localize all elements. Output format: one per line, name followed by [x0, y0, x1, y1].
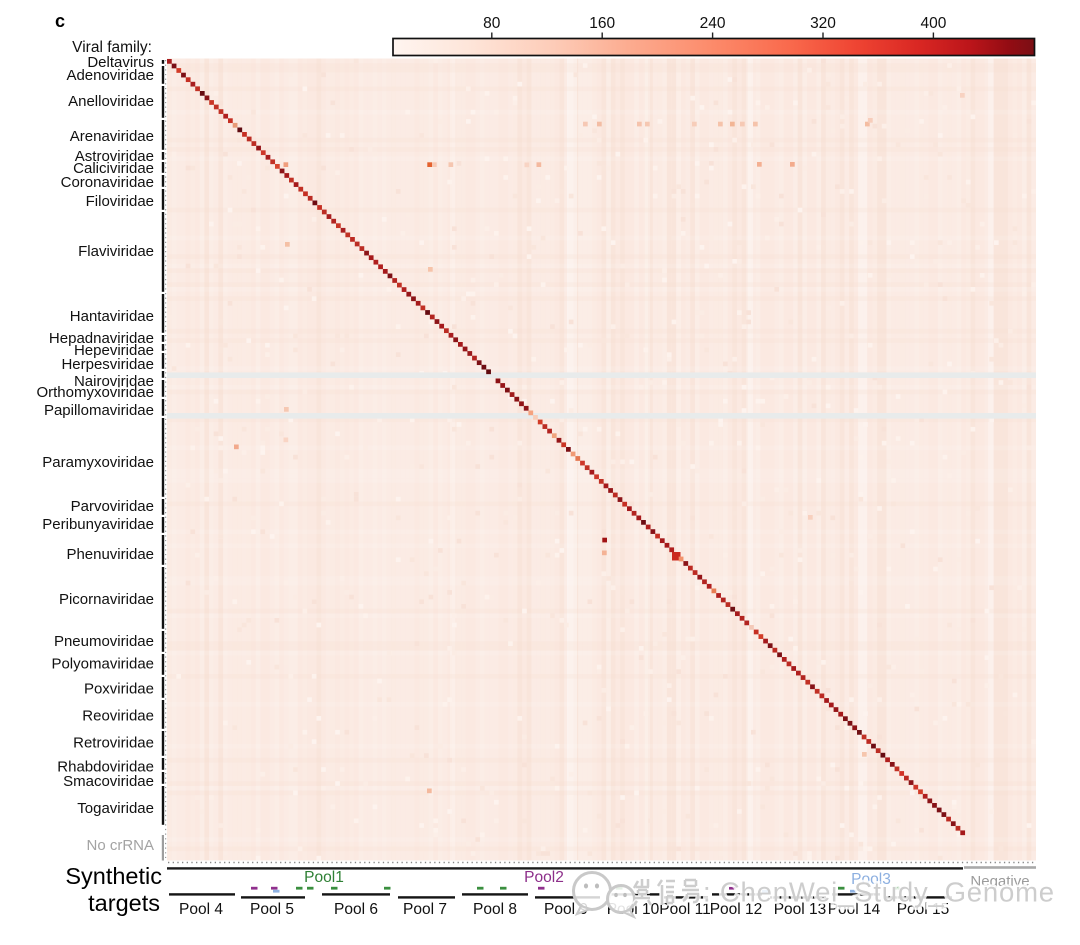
svg-text:Pool3: Pool3 [851, 871, 891, 888]
svg-text:160: 160 [589, 15, 615, 32]
svg-text:80: 80 [483, 15, 501, 32]
svg-text:Coronaviridae: Coronaviridae [61, 174, 154, 191]
svg-text:Astroviridae: Astroviridae [75, 148, 154, 165]
svg-text:Pool 8: Pool 8 [473, 901, 517, 918]
svg-text:Rhabdoviridae: Rhabdoviridae [57, 759, 154, 776]
svg-text:Herpesviridae: Herpesviridae [61, 356, 154, 373]
svg-text:Caliciviridae: Caliciviridae [73, 160, 154, 177]
svg-text:Peribunyaviridae: Peribunyaviridae [42, 516, 154, 533]
svg-text:Pneumoviridae: Pneumoviridae [54, 633, 154, 650]
svg-text:Pool 12: Pool 12 [710, 901, 763, 918]
svg-text:Hantaviridae: Hantaviridae [70, 308, 154, 325]
svg-text:Togaviridae: Togaviridae [77, 800, 154, 817]
svg-text:400: 400 [920, 15, 946, 32]
svg-text:320: 320 [810, 15, 836, 32]
svg-text:Hepadnaviridae: Hepadnaviridae [49, 330, 154, 347]
svg-text:Reoviridae: Reoviridae [82, 708, 154, 725]
svg-text:Adenoviridae: Adenoviridae [66, 67, 154, 84]
svg-text:Flaviviridae: Flaviviridae [78, 243, 154, 260]
svg-text:Picornaviridae: Picornaviridae [59, 591, 154, 608]
svg-text:Pool 15: Pool 15 [897, 901, 950, 918]
svg-text:240: 240 [700, 15, 726, 32]
svg-text:Pool 14: Pool 14 [828, 901, 881, 918]
svg-text:Pool1: Pool1 [304, 869, 344, 886]
svg-text:Parvoviridae: Parvoviridae [71, 498, 154, 515]
svg-text:Polyomaviridae: Polyomaviridae [51, 656, 154, 673]
svg-text:Filoviridae: Filoviridae [86, 193, 154, 210]
svg-text:Pool2: Pool2 [524, 869, 564, 886]
svg-text:Arenaviridae: Arenaviridae [70, 128, 154, 145]
svg-text:Negative: Negative [970, 873, 1029, 890]
svg-text:Hepeviridae: Hepeviridae [74, 342, 154, 359]
svg-text:Pool 6: Pool 6 [334, 901, 378, 918]
svg-text:Papillomaviridae: Papillomaviridae [44, 402, 154, 419]
svg-text:Viral family:: Viral family: [72, 39, 152, 56]
svg-text:Smacoviridae: Smacoviridae [63, 773, 154, 790]
svg-text:Anelloviridae: Anelloviridae [68, 93, 154, 110]
svg-text:Pool 5: Pool 5 [250, 901, 294, 918]
svg-text:Phenuviridae: Phenuviridae [66, 546, 154, 563]
svg-text:Nairoviridae: Nairoviridae [74, 373, 154, 390]
svg-text:targets: targets [88, 890, 160, 916]
svg-text:c: c [55, 11, 65, 31]
svg-text:Deltavirus: Deltavirus [87, 54, 154, 71]
svg-text:Pool 7: Pool 7 [403, 901, 447, 918]
svg-text:Poxviridae: Poxviridae [84, 681, 154, 698]
svg-text:Synthetic: Synthetic [65, 863, 162, 889]
svg-text:No crRNA: No crRNA [86, 837, 154, 854]
svg-text:Pool 13: Pool 13 [774, 901, 827, 918]
svg-text:Orthomyxoviridae: Orthomyxoviridae [36, 384, 154, 401]
svg-text:Paramyxoviridae: Paramyxoviridae [42, 454, 154, 471]
svg-text:Pool 4: Pool 4 [179, 901, 223, 918]
svg-text:Retroviridae: Retroviridae [73, 735, 154, 752]
svg-text:: ChenWei_Study_Genome: : ChenWei_Study_Genome [703, 877, 1055, 908]
